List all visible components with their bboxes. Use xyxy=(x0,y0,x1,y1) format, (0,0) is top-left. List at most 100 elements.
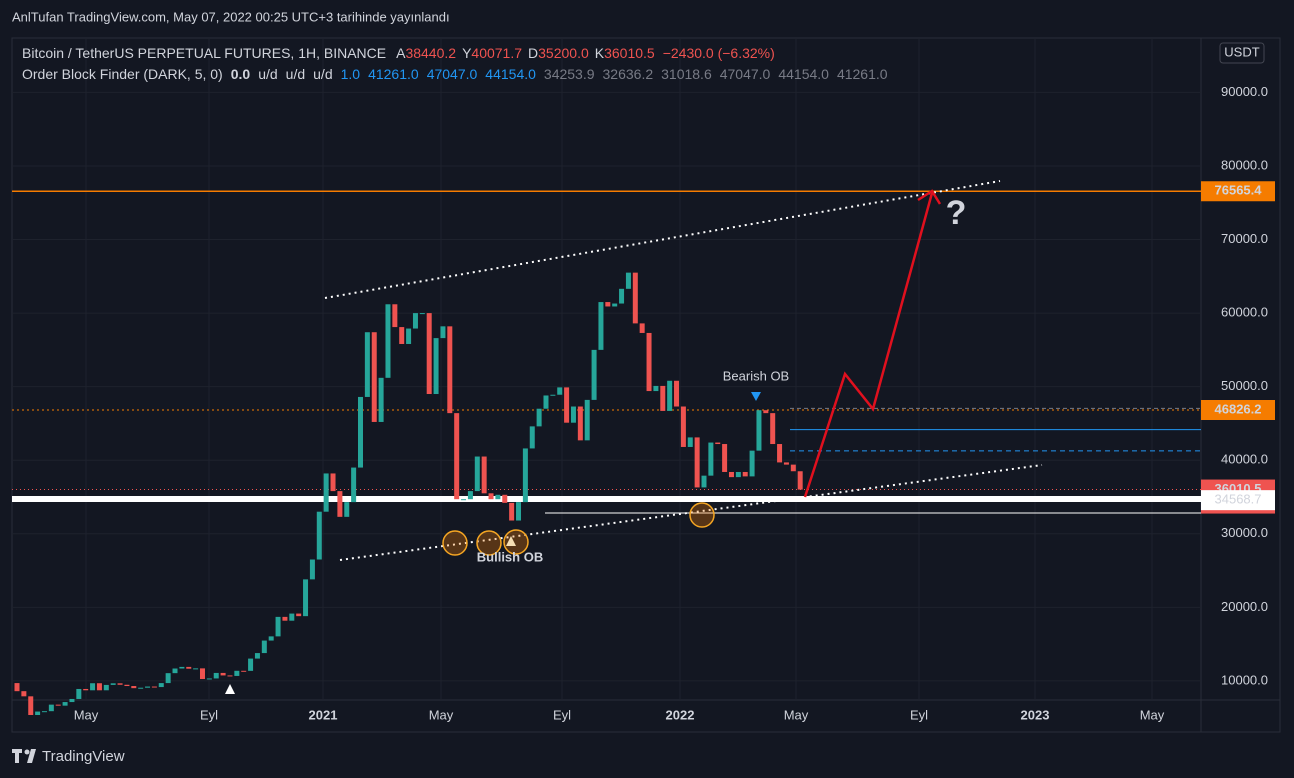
ohlc-value: 40071.7 xyxy=(471,45,522,61)
candle-body xyxy=(158,683,164,688)
candle-body xyxy=(296,613,302,617)
candle-body xyxy=(76,688,82,699)
candle-body xyxy=(145,686,151,688)
y-tick-label: 10000.0 xyxy=(1221,672,1268,687)
bearish-marker xyxy=(751,392,761,401)
x-tick-label: 2022 xyxy=(666,707,695,722)
ob-circle xyxy=(442,530,468,556)
candle-body xyxy=(337,491,343,517)
candle-body xyxy=(570,406,576,423)
ob-circle xyxy=(689,502,715,528)
candle-body xyxy=(495,494,501,500)
candle-body xyxy=(639,323,645,333)
arrow-head xyxy=(917,189,942,205)
candle-body xyxy=(419,313,425,315)
candle-body xyxy=(426,313,432,395)
x-tick-label: May xyxy=(74,707,99,722)
candle-body xyxy=(433,338,439,395)
ob-circle xyxy=(476,530,502,556)
indicator-value: 47047.0 xyxy=(720,66,771,82)
indicator-line: Order Block Finder (DARK, 5, 0) 0.0 u/d u/d… xyxy=(22,66,888,82)
x-tick-label: Eyl xyxy=(200,707,218,722)
annotation: Bullish OB xyxy=(477,549,543,564)
candle-body xyxy=(28,696,34,716)
x-tick-label: 2023 xyxy=(1021,707,1050,722)
candle-body xyxy=(41,711,47,713)
candle-body xyxy=(131,686,137,689)
candle-body xyxy=(783,462,789,465)
candle-body xyxy=(516,502,522,521)
candle-body xyxy=(749,450,755,477)
candle-body xyxy=(254,653,260,659)
brand: TradingView xyxy=(42,748,125,765)
candle-body xyxy=(577,406,583,441)
candle-body xyxy=(722,444,728,472)
candle-body xyxy=(763,410,769,414)
candle-body xyxy=(694,437,700,488)
price-label-bg xyxy=(1201,490,1275,511)
candle-body xyxy=(412,313,418,329)
price-label-bg xyxy=(1201,181,1275,202)
indicator-value: 44154.0 xyxy=(778,66,829,82)
candle-body xyxy=(728,471,734,478)
candle-body xyxy=(522,448,528,503)
candle-body xyxy=(199,668,205,680)
candle-body xyxy=(14,683,20,692)
currency-box xyxy=(1219,42,1265,64)
candle-body xyxy=(715,442,721,445)
price-label-bg xyxy=(1201,399,1275,420)
candle-body xyxy=(371,332,377,422)
x-tick-label: Eyl xyxy=(553,707,571,722)
candle-body xyxy=(83,688,89,691)
price-label: 46826.2 xyxy=(1215,401,1262,416)
candle-body xyxy=(474,456,480,492)
candle-body xyxy=(96,683,102,691)
change: −2430.0 (−6.32%) xyxy=(663,45,775,61)
annotation: ? xyxy=(946,194,967,232)
candle-body xyxy=(206,678,212,680)
indicator-value: u/d xyxy=(286,66,305,82)
candle-body xyxy=(667,380,673,411)
candle-body xyxy=(584,399,590,441)
indicator-value: 0.0 xyxy=(231,66,251,82)
trendline xyxy=(324,180,1001,299)
candle-body xyxy=(138,687,144,689)
candle-body xyxy=(653,385,659,392)
x-tick-label: Eyl xyxy=(910,707,928,722)
candle-body xyxy=(502,494,508,503)
candle-body xyxy=(797,471,803,490)
candle-body xyxy=(151,686,157,688)
candle-body xyxy=(392,304,398,328)
candle-body xyxy=(358,396,363,468)
indicator-value: u/d xyxy=(258,66,277,82)
candle-body xyxy=(509,502,515,521)
indicator-value: 1.0 xyxy=(341,66,361,82)
candle-body xyxy=(303,579,309,617)
candle-body xyxy=(619,288,625,304)
candle-body xyxy=(543,395,549,409)
candle-body xyxy=(742,471,748,477)
y-tick-label: 70000.0 xyxy=(1221,231,1268,246)
candle-body xyxy=(21,691,27,697)
candle-body xyxy=(48,704,54,712)
indicator-value: 47047.0 xyxy=(427,66,478,82)
candle-body xyxy=(406,328,412,344)
indicator-value: 31018.6 xyxy=(661,66,712,82)
candle-body xyxy=(598,302,604,350)
candle-body xyxy=(261,640,267,654)
candle-body xyxy=(35,711,41,716)
candle-body xyxy=(701,475,707,488)
candle-body xyxy=(275,616,281,637)
candle-body xyxy=(330,473,336,492)
candle-body xyxy=(488,493,494,500)
y-tick-label: 50000.0 xyxy=(1221,378,1268,393)
currency: USDT xyxy=(1224,44,1259,59)
candle-body xyxy=(234,670,240,676)
candle-body xyxy=(447,326,453,414)
candle-body xyxy=(756,410,762,451)
candle-body xyxy=(241,670,247,672)
candle-body xyxy=(124,684,130,687)
candle-body xyxy=(309,559,315,580)
ohlc-key: D xyxy=(528,45,538,61)
candle-body xyxy=(364,332,370,397)
